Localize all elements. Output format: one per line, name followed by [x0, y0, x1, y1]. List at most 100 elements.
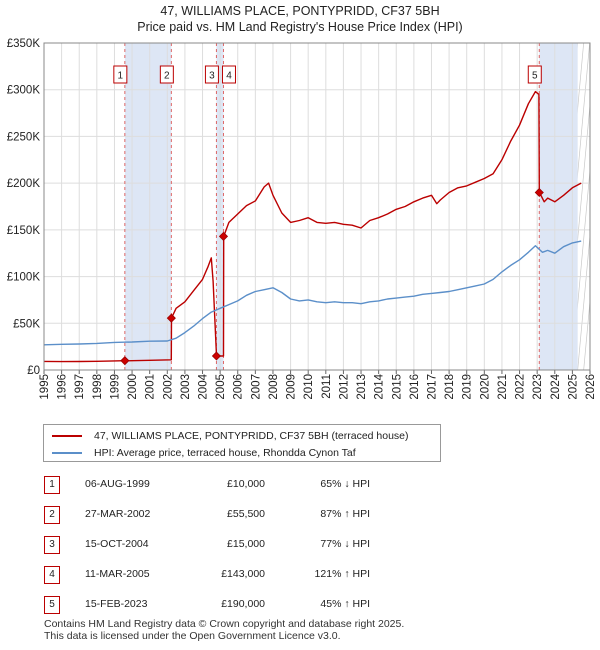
x-tick-label: 2018 [444, 374, 456, 400]
hatch-line [589, 362, 590, 370]
property-price-line [43, 90, 582, 363]
y-tick-label: £350K [7, 38, 41, 50]
x-tick-label: 1997 [74, 374, 86, 400]
hatch-line [583, 297, 590, 370]
hatch-line [596, 43, 600, 370]
x-tick-label: 1995 [39, 374, 51, 400]
sale-number-badge: 1 [44, 476, 60, 494]
hatch-line [577, 166, 590, 309]
sale-date: 15-FEB-2023 [85, 598, 148, 610]
footer-licence: This data is licensed under the Open Gov… [44, 630, 341, 642]
x-tick-label: 2016 [409, 374, 421, 400]
x-tick-label: 2004 [198, 373, 210, 399]
legend-label-property: 47, WILLIAMS PLACE, PONTYPRIDD, CF37 5BH… [94, 430, 409, 442]
legend-item-property: 47, WILLIAMS PLACE, PONTYPRIDD, CF37 5BH… [52, 428, 409, 444]
sale-label-text: 3 [209, 71, 215, 82]
sale-price: £10,000 [227, 478, 265, 490]
sale-row: 4 11-MAR-2005 £143,000 121% ↑ HPI [40, 566, 460, 584]
hpi-line [43, 240, 582, 346]
sale-hpi-diff: 87% ↑ HPI [320, 508, 370, 520]
price-chart: £0 £50K £100K £150K £200K £250K £300K £350K 1995… [7, 38, 600, 400]
chart-title: 47, WILLIAMS PLACE, PONTYPRIDD, CF37 5BH [160, 4, 440, 18]
sale-row: 5 15-FEB-2023 £190,000 45% ↑ HPI [40, 596, 460, 614]
y-tick-label: £50K [13, 318, 40, 330]
sale-label-box [113, 65, 128, 84]
x-tick-label: 1998 [92, 374, 104, 400]
sale-hpi-diff: 77% ↓ HPI [320, 538, 370, 550]
sale-period-shade [539, 43, 578, 370]
sale-label-box [527, 65, 542, 84]
x-tick-label: 2012 [338, 374, 350, 400]
legend-item-hpi: HPI: Average price, terraced house, Rhon… [52, 445, 356, 461]
x-tick-label: 2022 [515, 374, 527, 400]
sale-point [166, 313, 176, 323]
sale-period-shade [124, 43, 172, 370]
sale-number-badge: 3 [44, 536, 60, 554]
sale-row: 2 27-MAR-2002 £55,500 87% ↑ HPI [40, 506, 460, 524]
x-tick-label: 2006 [233, 374, 245, 400]
y-tick-label: £300K [7, 85, 41, 97]
chart-subtitle: Price paid vs. HM Land Registry's House … [137, 20, 463, 34]
x-tick-label: 2017 [426, 374, 438, 400]
sale-point [218, 231, 229, 241]
sale-hpi-diff: 65% ↓ HPI [320, 478, 370, 490]
plot-frame [43, 42, 591, 371]
sale-hpi-diff: 45% ↑ HPI [320, 598, 370, 610]
y-tick-label: £200K [7, 178, 41, 190]
y-tick-label: £0 [27, 365, 40, 377]
sale-price: £190,000 [221, 598, 265, 610]
x-tick-label: 2025 [567, 374, 579, 400]
sale-label-box [159, 65, 174, 84]
sale-price: £15,000 [227, 538, 265, 550]
hatch-line [577, 100, 590, 244]
sale-point [211, 351, 221, 361]
x-tick-label: 2001 [145, 374, 157, 400]
y-tick-label: £250K [7, 131, 41, 143]
x-tick-label: 2024 [550, 373, 562, 399]
sale-date: 11-MAR-2005 [85, 568, 150, 580]
sale-number-badge: 5 [44, 596, 60, 614]
x-tick-label: 2009 [286, 374, 298, 400]
sale-label-text: 5 [532, 71, 538, 82]
x-tick-label: 2019 [462, 374, 474, 400]
sale-label-box [204, 65, 219, 84]
sale-label-text: 2 [164, 71, 170, 82]
x-tick-label: 2015 [391, 374, 403, 400]
sale-number-badge: 2 [44, 506, 60, 524]
hatch-line [577, 43, 590, 178]
x-tick-label: 2021 [497, 374, 509, 400]
future-hatch [577, 43, 600, 370]
sale-label-box [221, 65, 236, 84]
legend-swatch-hpi [52, 452, 82, 454]
x-tick-label: 2020 [479, 374, 491, 400]
x-tick-label: 2002 [162, 374, 174, 400]
sale-point [120, 356, 130, 366]
chart-legend: 47, WILLIAMS PLACE, PONTYPRIDD, CF37 5BH… [43, 424, 441, 462]
legend-swatch-property [52, 435, 82, 437]
x-tick-label: 2005 [215, 374, 227, 400]
x-tick-label: 2000 [127, 374, 139, 400]
sale-row: 3 15-OCT-2004 £15,000 77% ↓ HPI [40, 536, 460, 554]
x-tick-label: 2013 [356, 374, 368, 400]
sale-point [534, 187, 544, 198]
sale-price: £55,500 [227, 508, 265, 520]
x-tick-label: 2008 [268, 374, 280, 400]
y-tick-label: £150K [7, 225, 41, 237]
sale-date: 06-AUG-1999 [85, 478, 150, 490]
sale-price: £143,000 [221, 568, 265, 580]
x-tick-label: 1996 [57, 374, 69, 400]
sale-row: 1 06-AUG-1999 £10,000 65% ↓ HPI [40, 476, 460, 494]
x-tick-label: 1999 [109, 374, 121, 400]
x-tick-label: 2010 [303, 374, 315, 400]
x-tick-label: 2014 [374, 373, 386, 399]
sale-number-badge: 4 [44, 566, 60, 584]
x-tick-label: 2023 [532, 374, 544, 400]
sale-date: 15-OCT-2004 [85, 538, 149, 550]
sale-date: 27-MAR-2002 [85, 508, 151, 520]
x-tick-label: 2003 [180, 374, 192, 400]
x-tick-label: 2026 [585, 374, 597, 400]
legend-label-hpi: HPI: Average price, terraced house, Rhon… [94, 447, 356, 459]
hatch-line [577, 231, 590, 370]
x-tick-label: 2011 [321, 374, 333, 399]
sale-label-text: 1 [118, 71, 124, 82]
